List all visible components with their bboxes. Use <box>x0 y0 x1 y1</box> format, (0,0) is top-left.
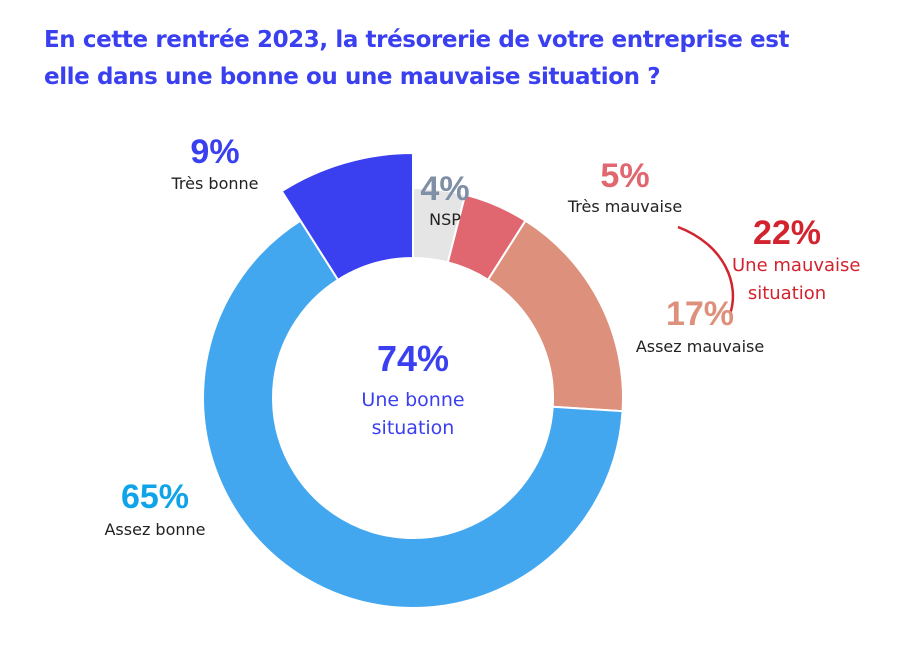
slice-assez-mauvaise <box>486 219 624 413</box>
donut-slices <box>202 151 624 609</box>
slice-assez-bonne <box>202 219 624 609</box>
group-bracket <box>677 225 735 315</box>
category-label-assez-mauvaise: Assez mauvaise <box>635 337 765 356</box>
slice-tr-s-bonne <box>280 151 414 282</box>
group-label-line1: Une mauvaise <box>732 255 861 276</box>
label-assez-mauvaise: 17% Assez mauvaise <box>620 295 780 357</box>
value-label-assez-mauvaise: 17% <box>665 295 735 333</box>
center-label-line2: situation <box>371 417 455 439</box>
center-label-line1: Une bonne <box>361 389 465 411</box>
center-label: 74% Une bonne situation <box>333 338 493 442</box>
group-value: 22% <box>752 214 822 252</box>
value-label-tres-mauvaise: 5% <box>600 157 650 195</box>
label-tres-mauvaise: 5% Très mauvaise <box>550 157 700 217</box>
label-nsp: 4% NSP <box>405 170 485 230</box>
group-label-line2: situation <box>747 283 827 304</box>
category-label-tres-mauvaise: Très mauvaise <box>567 197 683 216</box>
value-label-tres-bonne: 9% <box>190 133 240 171</box>
group-label-mauvaise: 22% Une mauvaise situation <box>732 214 861 308</box>
label-tres-bonne: 9% Très bonne <box>150 133 280 194</box>
category-label-assez-bonne: Assez bonne <box>104 520 206 539</box>
category-label-tres-bonne: Très bonne <box>171 174 259 193</box>
category-label-nsp: NSP <box>429 210 461 229</box>
label-assez-bonne: 65% Assez bonne <box>85 478 225 540</box>
value-label-nsp: 4% <box>420 170 470 208</box>
value-label-assez-bonne: 65% <box>120 478 190 516</box>
chart-title: En cette rentrée 2023, la trésorerie de … <box>44 27 790 90</box>
center-value: 74% <box>376 338 450 379</box>
